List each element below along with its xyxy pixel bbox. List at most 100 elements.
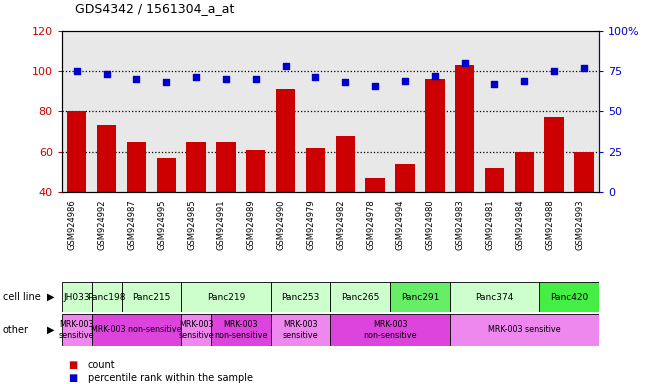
Bar xyxy=(330,282,360,312)
Text: MRK-003
non-sensitive: MRK-003 non-sensitive xyxy=(363,320,417,339)
Bar xyxy=(216,142,236,192)
Point xyxy=(340,79,350,85)
Bar xyxy=(92,31,122,192)
Text: Panc420: Panc420 xyxy=(550,293,589,302)
Bar xyxy=(276,89,296,192)
Bar xyxy=(450,314,599,346)
Text: ■: ■ xyxy=(68,373,77,383)
Bar xyxy=(122,282,151,312)
Bar xyxy=(301,282,330,312)
Bar xyxy=(390,282,450,312)
Bar xyxy=(360,282,390,312)
Text: Panc215: Panc215 xyxy=(132,293,171,302)
Bar xyxy=(181,314,211,346)
Bar xyxy=(271,282,331,312)
Bar xyxy=(569,282,599,312)
Text: MRK-003
sensitive: MRK-003 sensitive xyxy=(178,320,214,339)
Bar xyxy=(151,314,181,346)
Bar xyxy=(420,31,450,192)
Bar xyxy=(157,158,176,192)
Bar xyxy=(360,314,390,346)
Bar xyxy=(271,282,301,312)
Bar xyxy=(151,31,181,192)
Bar xyxy=(151,282,181,312)
Bar xyxy=(330,282,390,312)
Bar xyxy=(271,314,301,346)
Bar xyxy=(271,31,301,192)
Bar xyxy=(390,282,420,312)
Bar xyxy=(301,31,330,192)
Bar xyxy=(395,164,415,192)
Bar xyxy=(241,31,271,192)
Bar xyxy=(62,314,92,346)
Bar xyxy=(539,282,569,312)
Point xyxy=(132,76,142,82)
Point xyxy=(579,65,589,71)
Bar xyxy=(450,282,539,312)
Text: other: other xyxy=(3,325,29,335)
Bar xyxy=(515,152,534,192)
Bar xyxy=(420,282,450,312)
Point xyxy=(161,79,171,85)
Bar xyxy=(92,282,122,312)
Point xyxy=(191,74,201,81)
Bar xyxy=(62,31,92,192)
Bar xyxy=(211,314,271,346)
Text: JH033: JH033 xyxy=(63,293,90,302)
Text: cell line: cell line xyxy=(3,292,40,302)
Bar xyxy=(122,31,151,192)
Bar xyxy=(271,314,331,346)
Text: MRK-003 sensitive: MRK-003 sensitive xyxy=(488,325,561,334)
Bar xyxy=(336,136,355,192)
Text: Panc219: Panc219 xyxy=(207,293,245,302)
Bar xyxy=(241,282,271,312)
Bar xyxy=(390,31,420,192)
Bar xyxy=(62,314,92,346)
Bar xyxy=(211,31,241,192)
Bar xyxy=(420,314,450,346)
Bar xyxy=(306,148,325,192)
Text: ▶: ▶ xyxy=(47,325,55,335)
Bar xyxy=(569,314,599,346)
Bar xyxy=(62,282,92,312)
Text: ▶: ▶ xyxy=(47,292,55,302)
Text: count: count xyxy=(88,360,115,370)
Bar xyxy=(122,282,181,312)
Bar xyxy=(574,152,594,192)
Bar xyxy=(480,314,510,346)
Bar xyxy=(510,31,539,192)
Bar xyxy=(186,142,206,192)
Point xyxy=(221,76,231,82)
Bar xyxy=(92,282,122,312)
Text: ■: ■ xyxy=(68,360,77,370)
Bar xyxy=(330,31,360,192)
Bar xyxy=(485,168,504,192)
Point xyxy=(519,78,529,84)
Point xyxy=(370,83,380,89)
Bar xyxy=(181,314,211,346)
Text: percentile rank within the sample: percentile rank within the sample xyxy=(88,373,253,383)
Text: MRK-003 non-sensitive: MRK-003 non-sensitive xyxy=(91,325,182,334)
Text: Panc253: Panc253 xyxy=(281,293,320,302)
Bar xyxy=(211,314,241,346)
Bar xyxy=(360,31,390,192)
Text: Panc198: Panc198 xyxy=(87,293,126,302)
Point xyxy=(102,71,112,77)
Bar xyxy=(92,314,181,346)
Point xyxy=(281,63,291,69)
Bar xyxy=(450,31,480,192)
Point xyxy=(311,74,321,81)
Bar xyxy=(246,150,266,192)
Text: MRK-003
sensitive: MRK-003 sensitive xyxy=(59,320,94,339)
Bar xyxy=(480,31,510,192)
Bar xyxy=(211,282,241,312)
Bar xyxy=(301,314,330,346)
Bar xyxy=(510,314,539,346)
Bar xyxy=(181,282,271,312)
Bar xyxy=(390,314,420,346)
Bar xyxy=(544,118,564,192)
Text: Panc374: Panc374 xyxy=(475,293,514,302)
Point xyxy=(430,73,440,79)
Bar xyxy=(67,111,87,192)
Text: Panc291: Panc291 xyxy=(401,293,439,302)
